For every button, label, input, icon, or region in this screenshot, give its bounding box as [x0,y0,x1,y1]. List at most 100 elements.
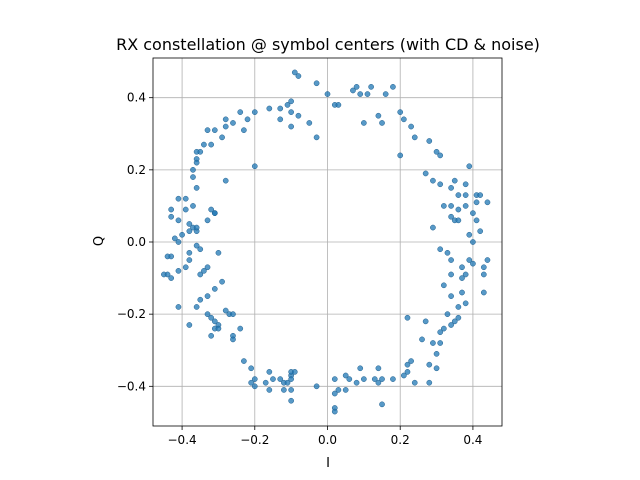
data-point [331,390,338,397]
x-tick-label: 0.0 [318,433,337,447]
data-point [400,116,407,123]
data-point [230,336,236,343]
y-tick-label: −0.4 [117,379,146,393]
x-axis-label: I [326,456,330,471]
data-point [484,199,491,206]
data-point [480,271,487,278]
data-point [193,224,200,231]
data-point [204,293,211,299]
data-point [208,141,215,148]
data-point [470,239,476,245]
data-point [197,246,204,253]
data-point [204,311,211,318]
data-point [324,91,331,97]
data-point [342,387,349,393]
data-point [466,163,473,170]
data-point [288,98,294,105]
y-tick-label: 0.2 [127,163,146,177]
data-point [353,84,360,90]
data-point [190,203,196,209]
data-point [175,268,182,274]
data-point [186,228,193,235]
data-point [357,365,364,372]
data-point [448,293,454,299]
y-tick-label: 0.0 [127,235,146,249]
data-point [455,304,462,310]
data-point [251,376,258,382]
data-point [175,195,182,202]
data-point [375,379,382,386]
data-point [266,105,273,112]
data-point [451,318,458,325]
data-point [182,206,189,213]
data-point [186,249,193,256]
data-point [175,217,182,224]
data-point [197,296,204,303]
data-point [470,210,476,216]
data-point [448,322,454,328]
data-point [459,275,465,281]
data-point [437,246,444,253]
data-point [433,350,440,357]
data-point [346,376,353,382]
data-point [437,329,444,336]
data-point [291,369,298,375]
data-point [400,372,407,379]
data-point [455,192,462,198]
data-point [404,361,411,368]
data-point [462,192,469,198]
data-point [182,264,189,271]
data-point [208,332,215,339]
data-point [230,120,236,126]
data-point [291,69,298,76]
data-point [382,91,389,97]
data-point [422,318,429,325]
data-point [466,231,473,238]
data-point [164,271,171,278]
data-point [237,109,244,115]
data-point [251,163,258,170]
data-point [284,102,291,108]
data-point [175,239,182,245]
data-point [361,376,367,382]
data-point [222,123,229,130]
data-point [379,401,385,408]
data-point [215,325,222,332]
data-point [241,358,247,364]
y-axis-label: Q [92,236,107,246]
data-point [411,379,418,386]
y-axis-ticks: −0.4 −0.2 0.0 0.2 0.4 [117,91,153,393]
data-point [426,138,433,144]
data-point [186,257,193,263]
data-point [397,152,404,159]
data-point [266,387,273,393]
data-point [437,340,444,346]
data-point [306,120,313,126]
data-point [444,249,451,256]
data-point [353,379,360,386]
data-point [288,397,294,404]
data-point [411,134,418,141]
data-point [244,116,251,123]
data-point [397,109,404,115]
data-point [433,148,440,155]
data-point [379,120,385,126]
chart-title: RX constellation @ symbol centers (with … [116,35,540,54]
y-tick-label: −0.2 [117,307,146,321]
x-tick-label: −0.2 [240,433,269,447]
data-point [222,307,229,314]
data-point [440,282,447,289]
data-point [277,376,284,382]
data-point [459,264,465,271]
data-point [164,253,171,260]
data-point [375,365,382,372]
data-point [193,148,200,155]
data-point [437,181,444,188]
data-point [288,376,294,382]
data-point [168,275,175,281]
data-point [448,185,454,191]
data-point [215,249,222,256]
data-point [440,203,447,209]
data-point [455,217,462,224]
